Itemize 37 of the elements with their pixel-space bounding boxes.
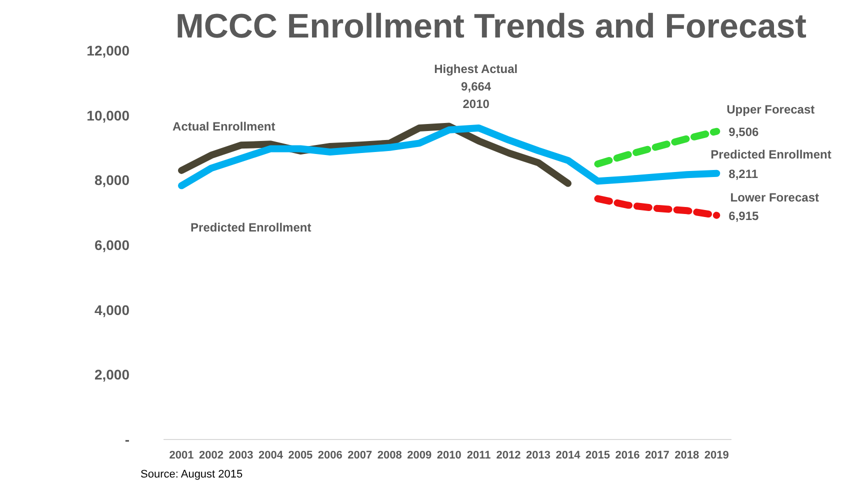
x-tick-label: 2011 (466, 450, 491, 462)
x-tick-label: 2004 (258, 450, 284, 462)
x-tick-label: 2001 (169, 450, 194, 462)
y-tick-label: 2,000 (94, 366, 130, 383)
annotation: 6,915 (728, 208, 759, 223)
y-tick-label: 4,000 (94, 302, 130, 318)
chart-title: MCCC Enrollment Trends and Forecast (176, 8, 807, 46)
x-tick-label: 2005 (288, 450, 313, 462)
y-tick-label: 12,000 (86, 42, 130, 58)
x-tick-label: 2009 (407, 450, 432, 462)
annotation: Highest Actual 9,664 2010 (434, 62, 518, 112)
series-label: Actual Enrollment (172, 119, 276, 134)
y-tick-label: - (124, 432, 130, 448)
annotation: 9,506 (728, 124, 759, 139)
annotation: 8,211 (728, 166, 758, 181)
text: Predicted Enrollment (190, 220, 312, 235)
source-note: Source: August 2015 (140, 468, 243, 480)
x-tick-label: 2018 (674, 450, 700, 462)
series-label: Upper Forecast (726, 102, 815, 116)
x-tick-label: 2007 (348, 450, 372, 462)
series-label: Predicted Enrollment (710, 147, 832, 162)
y-tick-label: 8,000 (94, 172, 130, 188)
y-tick-label: 6,000 (94, 237, 130, 253)
x-tick-label: 2010 (436, 450, 462, 462)
x-tick-label: 2017 (644, 450, 670, 462)
x-tick-label: 2014 (556, 450, 582, 462)
series-label: Lower Forecast (730, 190, 819, 204)
x-tick-label: 2016 (615, 450, 640, 462)
x-tick-label: 2015 (585, 450, 610, 462)
x-tick-label: 2006 (318, 450, 342, 462)
x-tick-label: 2012 (496, 450, 521, 462)
y-tick-label: 10,000 (86, 107, 130, 124)
x-tick-label: 2002 (199, 450, 224, 462)
x-tick-label: 2013 (526, 450, 551, 462)
x-tick-label: 2019 (704, 450, 729, 462)
x-tick-label: 2003 (228, 450, 254, 462)
x-tick-label: 2008 (377, 450, 402, 462)
